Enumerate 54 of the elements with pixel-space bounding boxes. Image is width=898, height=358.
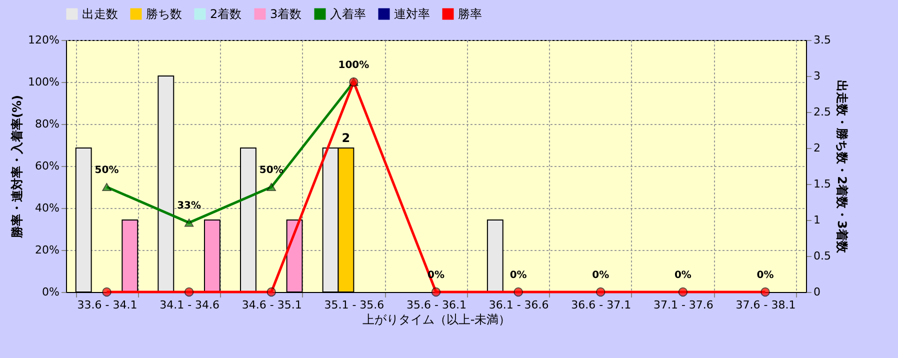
y2-tick-label: 2 <box>814 142 820 154</box>
y-tick-label: 20% <box>35 244 60 256</box>
data-label: 33% <box>177 200 202 212</box>
y-tick-label: 120% <box>28 34 60 46</box>
y2-tick-label: 3.5 <box>814 34 831 46</box>
data-label: 50% <box>94 165 119 176</box>
point <box>184 218 194 227</box>
x-tick-label: 37.1 - 37.6 <box>653 298 714 312</box>
data-label: 0% <box>592 270 610 281</box>
x-tick-label: 36.1 - 36.6 <box>488 298 549 312</box>
y-tick-label: 60% <box>35 160 60 172</box>
point <box>431 287 441 297</box>
point <box>678 287 688 297</box>
point <box>596 287 606 297</box>
x-tick-label: 37.6 - 38.1 <box>736 298 796 312</box>
data-label: 0% <box>674 270 692 281</box>
data-label: 100% <box>338 60 370 71</box>
x-tick-label: 36.6 - 37.1 <box>571 298 632 312</box>
legend-label: 3着数 <box>270 7 302 21</box>
data-label: 50% <box>259 165 284 176</box>
x-tick-label: 35.1 - 35.6 <box>324 298 384 312</box>
point <box>102 287 112 297</box>
y2-tick-label: 1 <box>814 214 820 226</box>
y-tick-label: 80% <box>35 118 60 130</box>
data-label: 2 <box>342 131 350 145</box>
legend-label: 勝率 <box>458 7 482 21</box>
legend-label: 2着数 <box>210 7 242 21</box>
y-axis-title: 勝率・連対率・入着率(%) <box>10 95 24 239</box>
point <box>102 182 112 192</box>
data-label: 0% <box>756 270 774 281</box>
y2-tick-label: 3 <box>814 70 820 82</box>
point <box>514 287 523 297</box>
x-axis-title: 上がりタイム（以上-未満） <box>362 312 511 326</box>
data-label: 0% <box>510 270 527 281</box>
y-tick-label: 100% <box>28 76 60 88</box>
y-tick-label: 0% <box>42 286 60 298</box>
point <box>760 287 770 297</box>
x-tick-label: 33.6 - 34.1 <box>77 298 138 312</box>
legend-label: 連対率 <box>394 7 430 21</box>
y2-tick-label: 1.5 <box>814 178 831 190</box>
y2-tick-label: 0 <box>814 286 820 298</box>
point <box>266 287 276 297</box>
x-tick-label: 35.6 - 36.1 <box>406 298 466 312</box>
legend-label: 出走数 <box>82 7 118 21</box>
y2-axis-title: 出走数・勝ち数・2着数・3着数 <box>834 80 849 254</box>
y2-tick-label: 0.5 <box>814 250 831 262</box>
x-tick-label: 34.1 - 34.6 <box>160 298 220 312</box>
point <box>184 287 194 297</box>
legend-label: 入着率 <box>330 7 366 21</box>
point <box>266 182 276 192</box>
y2-tick-label: 2.5 <box>814 106 831 118</box>
x-tick-label: 34.6 - 35.1 <box>242 298 302 312</box>
legend-label: 勝ち数 <box>146 7 182 21</box>
y-tick-label: 40% <box>35 202 60 214</box>
